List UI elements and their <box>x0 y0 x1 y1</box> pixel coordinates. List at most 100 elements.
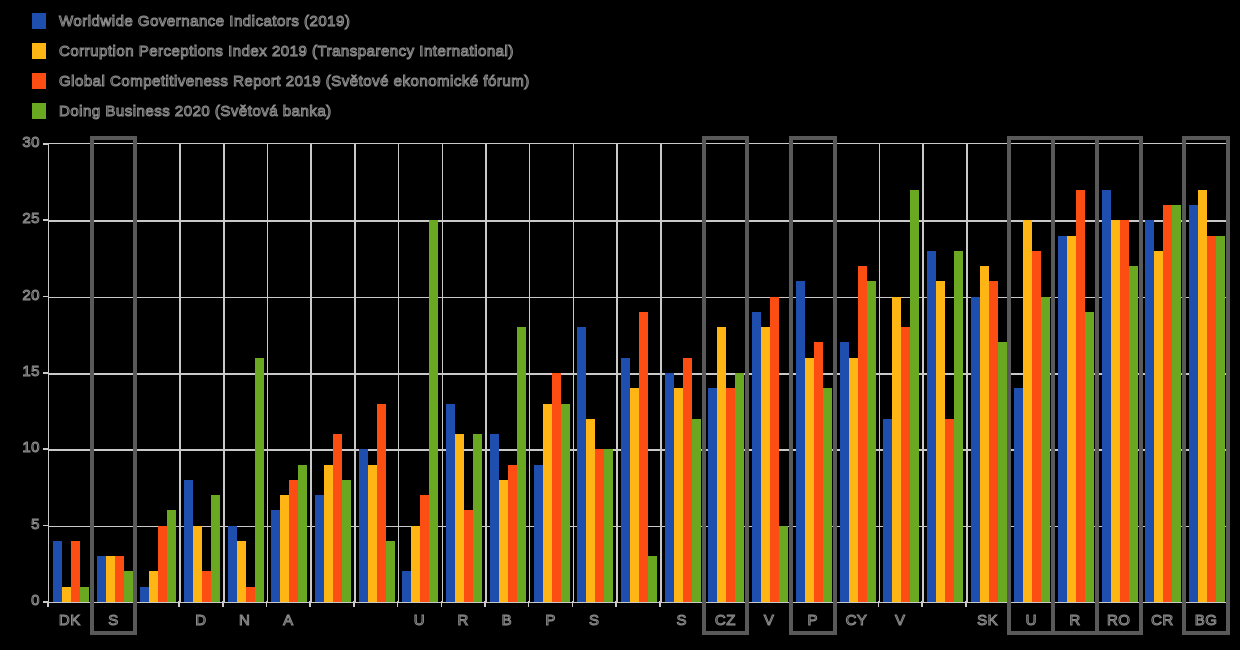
bar <box>236 540 246 602</box>
gridline-v <box>922 144 924 602</box>
bar <box>804 357 814 602</box>
bar <box>507 464 517 602</box>
y-axis-tick <box>43 372 48 374</box>
y-axis-label: 25 <box>22 210 40 228</box>
bar <box>901 327 911 602</box>
bar <box>245 586 255 602</box>
bar-group <box>530 144 574 602</box>
bar <box>910 189 920 602</box>
bar <box>1216 235 1226 602</box>
bar-group <box>49 144 93 602</box>
y-axis-tick <box>43 601 48 603</box>
x-axis-tick <box>265 601 268 607</box>
bar-group <box>1010 144 1054 602</box>
x-axis-tick <box>178 601 180 607</box>
bar <box>682 357 692 602</box>
x-axis-label: V <box>763 612 775 630</box>
x-axis-label: V <box>894 612 906 630</box>
bar <box>420 495 430 602</box>
gridline-v <box>572 144 575 602</box>
bar <box>411 525 421 602</box>
bar <box>358 449 368 602</box>
gridline-v <box>485 144 487 602</box>
bar-group <box>661 144 705 602</box>
y-axis-tick <box>43 143 48 145</box>
bar <box>455 434 465 602</box>
bar <box>542 403 552 602</box>
x-axis-label: A <box>283 612 294 630</box>
bar <box>1128 266 1138 602</box>
x-axis-label: SK <box>977 612 999 630</box>
bar-group <box>355 144 399 602</box>
bar <box>586 418 596 602</box>
legend-label: Worldwide Governance Indicators (2019) <box>58 12 351 30</box>
bar <box>149 571 159 602</box>
x-axis-label: P <box>807 612 819 630</box>
bar <box>1207 235 1217 602</box>
bar <box>167 510 177 602</box>
bar <box>839 342 849 602</box>
bar <box>385 540 395 602</box>
bar <box>979 266 989 602</box>
bar <box>183 479 193 602</box>
bar-group <box>792 144 836 602</box>
y-axis-label: 10 <box>22 439 40 457</box>
gridline-v <box>223 144 225 602</box>
legend-label: Global Competitiveness Report 2019 (Svět… <box>59 72 530 90</box>
gridline-v <box>179 144 181 602</box>
y-axis-label: 15 <box>22 363 40 381</box>
bar-group <box>1054 144 1098 602</box>
bar <box>779 525 789 602</box>
bar <box>664 373 674 602</box>
bar <box>324 464 334 602</box>
bar <box>1058 235 1068 602</box>
bar <box>673 388 683 602</box>
y-axis-tick <box>43 448 48 450</box>
bar <box>647 556 657 602</box>
x-axis-label: N <box>238 612 251 630</box>
bar <box>367 464 377 602</box>
bar-group <box>1142 144 1186 602</box>
gridline-v <box>310 144 312 602</box>
bar <box>280 495 290 602</box>
bar <box>123 571 133 602</box>
y-axis-tick <box>43 524 48 527</box>
bar <box>1119 220 1129 602</box>
bar-group <box>399 144 443 602</box>
legend-item: Worldwide Governance Indicators (2019) <box>32 6 530 36</box>
bar <box>114 556 124 602</box>
legend-swatch-icon <box>32 103 46 119</box>
legend: Worldwide Governance Indicators (2019) Co… <box>32 6 530 126</box>
x-axis-label: S <box>589 612 600 630</box>
gridline-v <box>878 144 881 602</box>
bar <box>1023 220 1033 602</box>
bar <box>402 571 412 602</box>
bar <box>498 479 508 602</box>
x-axis-tick <box>615 601 617 607</box>
x-axis-tick <box>440 601 443 607</box>
bar <box>1076 189 1086 602</box>
bar <box>883 418 893 602</box>
bar <box>79 586 89 602</box>
x-axis-label: CZ <box>714 612 736 630</box>
bar <box>857 266 867 602</box>
gridline-v <box>616 144 618 602</box>
bar <box>795 281 805 602</box>
bar <box>620 357 630 602</box>
bar <box>595 449 605 602</box>
x-axis-label: S <box>676 612 687 630</box>
bar <box>1110 220 1120 602</box>
x-axis-label: B <box>501 612 513 630</box>
y-axis-label: 5 <box>31 515 40 533</box>
bar <box>342 479 352 602</box>
bar <box>289 479 299 602</box>
gridline-v <box>660 144 662 602</box>
x-axis-label: S <box>108 612 119 630</box>
x-axis-label: CY <box>845 612 868 630</box>
bar <box>96 556 106 602</box>
bar <box>1032 250 1042 602</box>
bar <box>761 327 771 602</box>
bar-group <box>705 144 749 602</box>
bar <box>52 540 62 602</box>
bar-group <box>836 144 880 602</box>
